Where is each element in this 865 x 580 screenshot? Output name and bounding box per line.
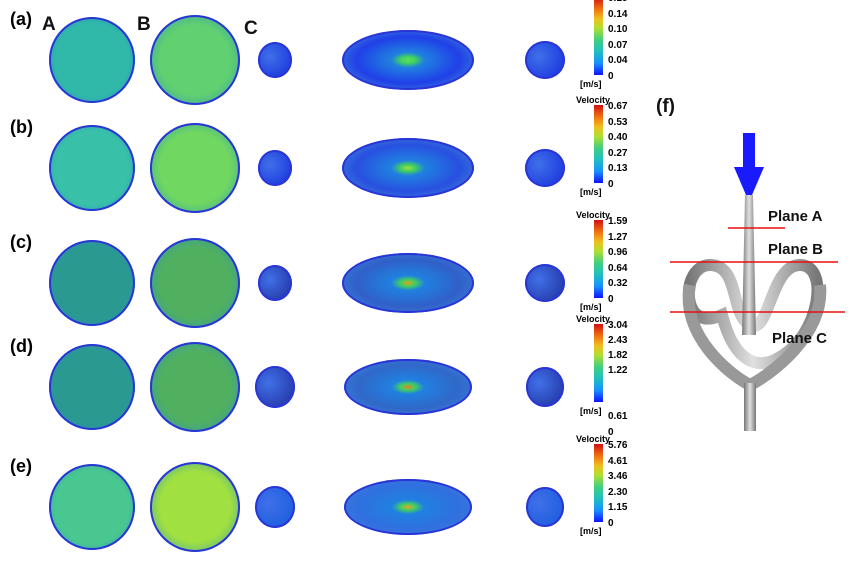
- colorbar-title: Velocity: [576, 210, 611, 220]
- row-label: (b): [10, 117, 33, 137]
- section-plane-b: [150, 238, 240, 328]
- colorbar-tick: 1.82: [608, 350, 628, 361]
- column-label-c: C: [244, 18, 258, 39]
- colorbar-tick: 4.61: [608, 455, 628, 467]
- colorbar-tick: 0.10: [608, 24, 628, 35]
- colorbar-unit: [m/s]: [580, 526, 602, 536]
- colorbar-tick: 0.61: [608, 411, 628, 422]
- section-plane-c-outlet: [525, 149, 565, 187]
- row-a: (a) Velocity [m/s] 0.18 0.14 0.10 0.07 0.04 0: [0, 0, 650, 125]
- colorbar-tick: 1.59: [608, 216, 628, 227]
- colorbar-tick: 0.96: [608, 247, 628, 258]
- row-label: (d): [10, 336, 33, 356]
- section-plane-b: [150, 342, 240, 432]
- section-plane-c-middle: [344, 359, 472, 415]
- section-plane-a: [49, 125, 135, 211]
- colorbar-tick: 2.30: [608, 486, 628, 498]
- section-plane-a: [49, 344, 135, 430]
- section-plane-c: [255, 366, 295, 408]
- section-plane-c: [258, 265, 292, 301]
- section-plane-b: [150, 462, 240, 552]
- section-plane-b: [150, 123, 240, 213]
- colorbar-tick: 1.27: [608, 231, 628, 243]
- inlet-arrow-icon: [734, 133, 764, 195]
- velocity-colorbar: Velocity [m/s] 0.180.140.100.070.040: [580, 0, 650, 97]
- colorbar-tick: 0.40: [608, 132, 628, 143]
- colorbar-tick: 0.13: [608, 163, 628, 174]
- colorbar-tick: 2.43: [608, 335, 628, 346]
- section-plane-c: [255, 486, 295, 528]
- colorbar-unit: [m/s]: [580, 187, 602, 197]
- colorbar-tick: 0: [608, 293, 614, 305]
- colorbar-gradient: [594, 105, 603, 183]
- colorbar-tick: 0.32: [608, 278, 628, 289]
- section-plane-c-middle: [342, 253, 474, 313]
- velocity-colorbar: Velocity [m/s] 1.59 1.27 0.96 0.64 0.32 0: [576, 210, 650, 320]
- colorbar-gradient: [594, 444, 603, 522]
- plane-a-label: Plane A: [768, 208, 823, 225]
- section-plane-c-outlet: [526, 367, 564, 407]
- section-plane-a: [49, 240, 135, 326]
- colorbar-tick: 1.22: [608, 365, 628, 376]
- section-plane-c-outlet: [525, 264, 565, 302]
- colorbar-tick: 0.67: [608, 101, 628, 112]
- colorbar-tick: 5.76: [608, 440, 628, 451]
- section-plane-c-middle: [344, 479, 472, 535]
- row-e: (e) Velocity [m/s] 5.76 4.61 3.46 2.30 1.15 0: [0, 434, 650, 572]
- colorbar-tick: 0: [608, 517, 614, 529]
- colorbar-title: Velocity: [576, 95, 611, 105]
- colorbar-tick: 0: [608, 427, 614, 438]
- velocity-colorbar: Velocity [m/s] 0.67 0.53 0.40 0.27 0.13 0: [576, 95, 650, 205]
- colorbar-tick: 0.04: [608, 55, 628, 66]
- section-plane-a: [49, 17, 135, 103]
- colorbar-tick: 1.15: [608, 502, 628, 513]
- row-label: (e): [10, 456, 32, 476]
- column-label-a: A: [42, 14, 56, 35]
- colorbar-tick: 0.07: [608, 39, 628, 51]
- colorbar-gradient: [594, 324, 603, 402]
- colorbar-unit: [m/s]: [580, 302, 602, 312]
- colorbar-tick: 0.14: [608, 8, 628, 20]
- colorbar-gradient: [594, 0, 603, 75]
- section-plane-c-outlet: [526, 487, 564, 527]
- velocity-colorbar: Velocity [m/s] 5.76 4.61 3.46 2.30 1.15 0: [576, 434, 650, 544]
- colorbar-title: Velocity: [576, 314, 611, 324]
- row-label: (a): [10, 9, 32, 29]
- colorbar-tick: 0.53: [608, 116, 628, 128]
- section-plane-a: [49, 464, 135, 550]
- colorbar-tick: 0.64: [608, 262, 628, 274]
- column-label-b: B: [137, 14, 151, 35]
- colorbar-title: Velocity: [576, 434, 611, 444]
- colorbar-unit: [m/s]: [580, 79, 602, 89]
- section-plane-c: [258, 150, 292, 186]
- colorbar-gradient: [594, 220, 603, 298]
- plane-b-label: Plane B: [768, 241, 824, 258]
- row-c: (c) Velocity [m/s] 1.59 1.27 0.96 0.64 0.32 0: [0, 210, 650, 348]
- panel-f-label: (f): [656, 96, 675, 117]
- colorbar-tick: 0: [608, 70, 614, 82]
- colorbar-tick: 0.18: [608, 0, 627, 4]
- section-plane-c: [258, 42, 292, 78]
- colorbar-tick: 0: [608, 178, 614, 190]
- colorbar-tick: 3.46: [608, 471, 628, 482]
- section-plane-b: [150, 15, 240, 105]
- velocity-colorbar: Velocity [m/s] 3.04 2.43 1.82 1.22 0.61 0: [576, 314, 650, 438]
- colorbar-tick: 3.04: [608, 320, 628, 331]
- vessel-diagram: [670, 133, 845, 431]
- plane-c-label: Plane C: [772, 330, 828, 347]
- colorbar-unit: [m/s]: [580, 406, 602, 416]
- row-d: (d) Velocity [m/s] 3.04 2.43 1.82 1.22 0.61 0: [0, 314, 650, 452]
- section-plane-c-outlet: [525, 41, 565, 79]
- section-plane-c-middle: [342, 138, 474, 198]
- row-label: (c): [10, 232, 32, 252]
- colorbar-tick: 0.27: [608, 147, 628, 159]
- section-plane-c-middle: [342, 30, 474, 90]
- row-b: (b) Velocity [m/s] 0.67 0.53 0.40 0.27 0.13 0: [0, 95, 650, 233]
